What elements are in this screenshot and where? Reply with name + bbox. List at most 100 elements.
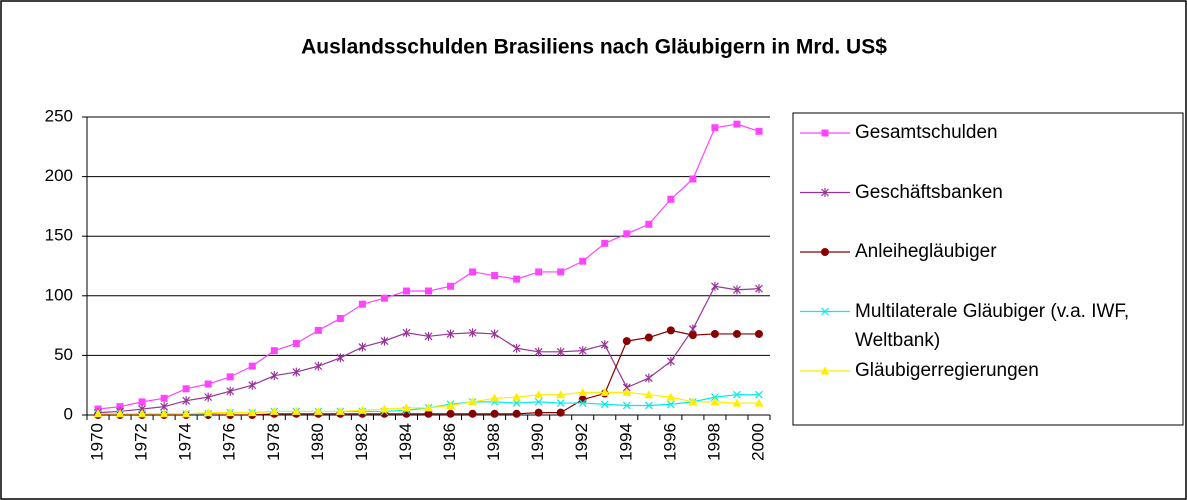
data-point [732,329,741,338]
data-point [755,390,763,399]
data-point [556,347,565,357]
data-point [358,342,367,352]
data-point [335,406,345,415]
x-tick-label: 1992 [572,423,591,461]
data-point [578,387,588,396]
data-point [292,339,300,347]
data-point [269,406,279,415]
data-point [401,403,411,412]
data-point [182,385,190,393]
y-tick-label: 200 [45,166,73,185]
data-point [644,401,653,410]
data-point [181,409,191,418]
legend-marker [821,248,829,256]
data-point [689,175,697,183]
data-point [357,405,367,414]
data-point [490,329,499,339]
data-point [425,287,432,295]
data-point [137,409,147,418]
data-point [711,124,719,132]
legend-box [792,112,1184,426]
data-point [754,329,763,338]
data-point [468,397,478,406]
chart-title: Auslandsschulden Brasiliens nach Gläubig… [301,36,887,59]
data-point [754,398,764,407]
data-point [710,329,719,338]
data-point [534,390,544,399]
data-point [534,347,543,357]
data-point [622,401,631,410]
x-tick-label: 2000 [748,423,767,461]
x-tick-label: 1978 [264,423,283,461]
x-tick-label: 1974 [176,423,195,461]
data-point [469,268,477,276]
data-point [667,195,675,203]
data-point [424,403,433,412]
data-point [666,400,675,409]
legend-entry: Gläubigerregierungen [855,360,1039,381]
x-tick-label: 1994 [616,423,635,461]
y-tick-label: 150 [45,226,73,245]
data-point [115,409,125,418]
legend-label: Anleihegläubiger [855,241,997,262]
data-point [270,347,278,355]
data-point [160,394,168,402]
x-tick-label: 1972 [132,423,151,461]
data-point [468,409,477,418]
data-point [226,373,234,381]
legend-marker [821,307,829,316]
data-point [468,328,477,338]
x-tick-label: 1982 [352,423,371,461]
legend-label: Multilaterale Gläubiger (v.a. IWF, Weltb… [855,300,1130,351]
data-point [380,294,388,302]
legend-marker [820,366,830,375]
data-point [733,285,741,295]
legend-entry: Anleihegläubiger [855,241,997,262]
data-point [512,409,521,418]
data-point [733,120,741,128]
data-point [446,400,456,409]
data-point [644,373,653,383]
data-point [379,404,389,413]
data-point [710,281,719,291]
x-tick-label: 1970 [88,423,107,461]
data-point [490,409,499,418]
data-point [138,398,146,406]
legend-entry: Gesamtschulden [855,122,998,143]
data-point [93,409,103,418]
data-point [447,282,455,290]
data-point [666,356,675,366]
data-point [446,409,455,418]
data-point [248,380,257,390]
data-point [556,399,565,408]
legend-marker [821,129,829,137]
y-tick-label: 50 [54,345,73,364]
legend-entry: Geschäftsbanken [855,182,1003,203]
data-point [710,393,719,402]
data-point [666,392,676,401]
data-point [578,346,587,356]
data-point [733,390,741,399]
legend-label: Gesamtschulden [855,122,998,143]
x-tick-label: 1976 [220,423,239,461]
data-point [270,371,279,381]
data-point [755,127,763,135]
data-point [535,268,543,276]
data-point [645,220,653,228]
data-point [556,408,565,417]
data-point [710,397,720,406]
data-point [424,331,433,341]
data-point [336,314,344,322]
data-point [226,386,235,396]
data-point [732,398,742,407]
data-point [512,343,521,353]
data-point [446,329,455,339]
data-point [402,287,410,295]
data-point [490,393,500,402]
x-tick-label: 1996 [660,423,679,461]
data-point [622,387,632,396]
data-point [512,392,522,401]
data-point [644,390,654,399]
data-point [600,400,609,409]
